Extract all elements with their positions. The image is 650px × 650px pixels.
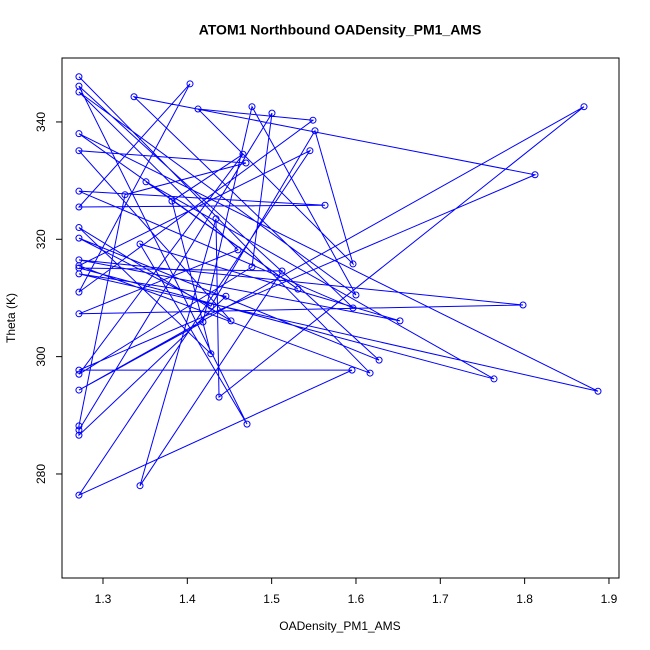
point (75, 130, 83, 138)
plot-frame (61, 57, 620, 579)
point (239, 150, 247, 158)
point (199, 318, 207, 326)
point (75, 270, 83, 278)
point (222, 292, 230, 300)
point (136, 482, 144, 490)
point (75, 256, 83, 264)
point (75, 73, 83, 81)
point (130, 93, 138, 101)
x-tick-label: 1.6 (348, 592, 365, 606)
point (348, 366, 356, 374)
point (294, 285, 302, 293)
y-tick-label: 320 (34, 229, 48, 249)
point (75, 426, 83, 434)
point (75, 422, 83, 430)
point (212, 215, 220, 223)
point (207, 350, 215, 358)
point (75, 310, 83, 318)
point (268, 109, 276, 117)
point (75, 431, 83, 439)
x-tick-label: 1.5 (263, 592, 280, 606)
point (142, 178, 150, 186)
series-line (77, 76, 599, 497)
point (234, 246, 242, 254)
x-tick-label: 1.3 (95, 592, 112, 606)
point (75, 147, 83, 155)
point (215, 393, 223, 401)
point (580, 103, 588, 111)
point (242, 159, 250, 167)
point (227, 317, 235, 325)
y-tick-label: 300 (34, 346, 48, 366)
point (321, 201, 329, 209)
point (75, 386, 83, 394)
point (349, 260, 357, 268)
point (75, 234, 83, 242)
point (352, 291, 360, 299)
point (396, 317, 404, 325)
point (168, 197, 176, 205)
point (75, 88, 83, 96)
y-tick-label: 280 (34, 464, 48, 484)
point (248, 103, 256, 111)
x-axis-label: OADensity_PM1_AMS (279, 619, 400, 633)
point (186, 80, 194, 88)
point (366, 369, 374, 377)
point (136, 240, 144, 248)
point (75, 203, 83, 211)
point (75, 288, 83, 296)
point (349, 304, 357, 312)
point (75, 491, 83, 499)
point (519, 301, 527, 309)
point (194, 105, 202, 113)
point (75, 187, 83, 195)
point (207, 302, 215, 310)
chart-title: ATOM1 Northbound OADensity_PM1_AMS (199, 22, 482, 38)
x-tick-label: 1.7 (432, 592, 449, 606)
point (594, 387, 602, 395)
x-tick-label: 1.8 (516, 592, 533, 606)
x-tick-label: 1.9 (601, 592, 618, 606)
point (311, 127, 319, 135)
point (490, 375, 498, 383)
point (306, 147, 314, 155)
point (248, 263, 256, 271)
x-tick-label: 1.4 (179, 592, 196, 606)
point (75, 224, 83, 232)
point (278, 267, 286, 275)
y-tick-label: 340 (34, 112, 48, 132)
point (309, 116, 317, 124)
point (121, 191, 129, 199)
point (75, 370, 83, 378)
point (375, 356, 383, 364)
point (531, 171, 539, 179)
point (75, 366, 83, 374)
y-axis-label: Theta (K) (4, 293, 18, 343)
point (243, 420, 251, 428)
